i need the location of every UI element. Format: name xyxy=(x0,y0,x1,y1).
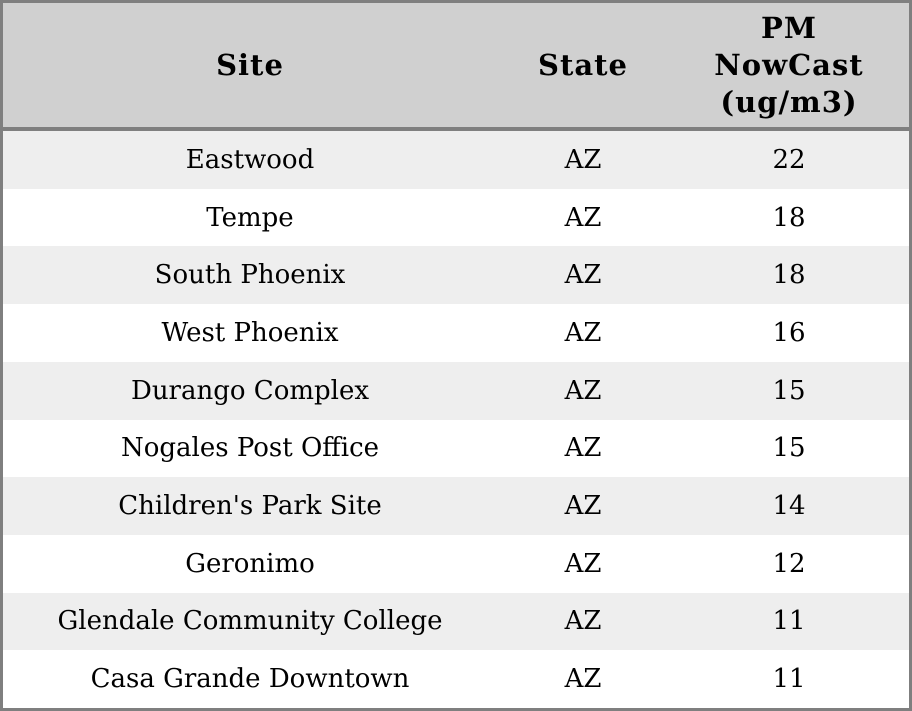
site-cell: Eastwood xyxy=(185,144,315,175)
site-cell: Geronimo xyxy=(185,548,315,579)
table-row: Nogales Post Office AZ 15 xyxy=(3,419,909,478)
site-cell: South Phoenix xyxy=(154,260,346,291)
table-row: West Phoenix AZ 16 xyxy=(3,304,909,362)
site-cell: West Phoenix xyxy=(161,317,339,348)
state-cell: AZ xyxy=(564,260,602,291)
pm-value-cell: 11 xyxy=(772,664,806,695)
state-cell: AZ xyxy=(564,491,602,522)
table-row: Tempe AZ 18 xyxy=(3,188,909,247)
pm-value-cell: 11 xyxy=(772,606,806,637)
column-header-state: State xyxy=(538,47,628,82)
state-cell: AZ xyxy=(564,664,602,695)
table-body: Eastwood AZ 22 Tempe AZ 18 South Phoenix… xyxy=(3,131,909,709)
column-header-pm-nowcast: PM NowCast (ug/m3) xyxy=(714,10,864,119)
table-row: South Phoenix AZ 18 xyxy=(3,246,909,305)
table-row: Glendale Community College AZ 11 xyxy=(3,592,909,651)
state-cell: AZ xyxy=(564,375,602,406)
state-cell: AZ xyxy=(564,317,602,348)
table-row: Geronimo AZ 12 xyxy=(3,534,909,593)
table-header-row: Site State PM NowCast (ug/m3) xyxy=(3,3,909,131)
state-cell: AZ xyxy=(564,202,602,233)
state-cell: AZ xyxy=(564,433,602,464)
site-cell: Children's Park Site xyxy=(118,491,382,522)
pm-value-cell: 15 xyxy=(772,375,806,406)
site-cell: Durango Complex xyxy=(130,375,370,406)
site-cell: Nogales Post Office xyxy=(120,433,380,464)
table-row: Children's Park Site AZ 14 xyxy=(3,477,909,535)
pm-value-cell: 14 xyxy=(772,491,806,522)
state-cell: AZ xyxy=(564,606,602,637)
column-header-site: Site xyxy=(216,47,284,82)
site-cell: Glendale Community College xyxy=(57,606,443,637)
state-cell: AZ xyxy=(564,144,602,175)
pm-value-cell: 22 xyxy=(772,144,806,175)
site-cell: Tempe xyxy=(206,202,294,233)
pm-value-cell: 15 xyxy=(772,433,806,464)
table-row: Durango Complex AZ 15 xyxy=(3,361,909,420)
table-row: Casa Grande Downtown AZ 11 xyxy=(3,650,909,709)
pm-value-cell: 18 xyxy=(772,202,806,233)
state-cell: AZ xyxy=(564,548,602,579)
site-cell: Casa Grande Downtown xyxy=(90,664,410,695)
table-row: Eastwood AZ 22 xyxy=(3,131,909,189)
pm-value-cell: 18 xyxy=(772,260,806,291)
pm-value-cell: 12 xyxy=(772,548,806,579)
pm-value-cell: 16 xyxy=(772,317,806,348)
